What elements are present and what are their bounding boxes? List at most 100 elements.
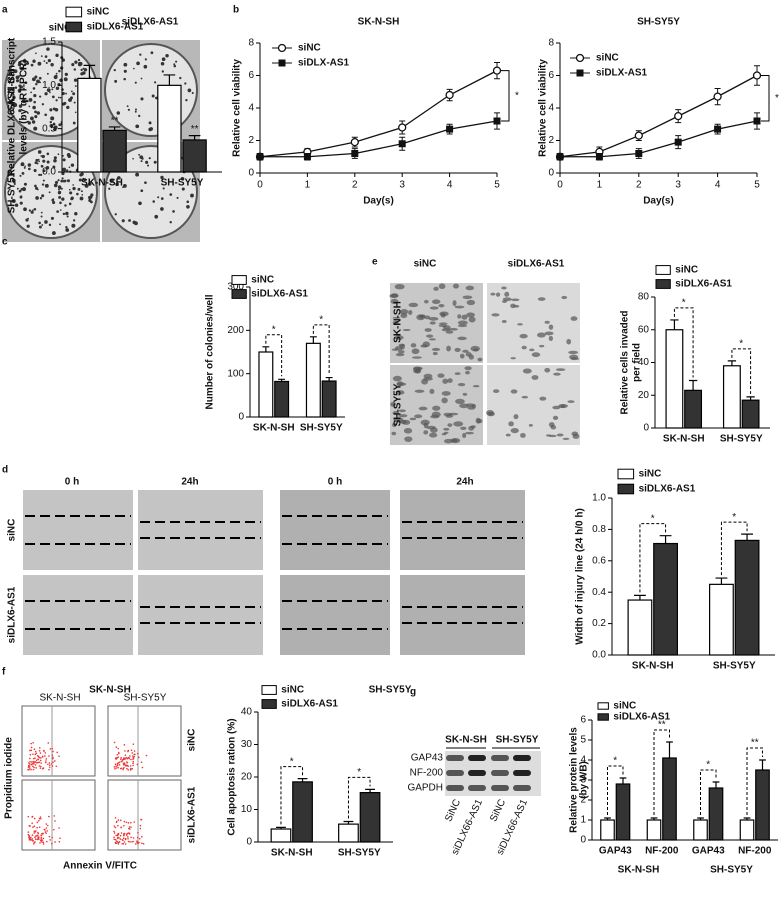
y-axis-label: Cell apoptosis ration (%) (227, 718, 238, 835)
colony (38, 160, 41, 163)
event (113, 838, 115, 841)
cell (391, 431, 397, 436)
colony (55, 53, 59, 57)
bar (600, 819, 615, 841)
bar (615, 783, 631, 841)
event (123, 833, 125, 836)
colony (53, 125, 58, 130)
event (122, 834, 125, 837)
x-tick-label: SH-SY5Y (720, 434, 763, 445)
event (120, 832, 123, 834)
cell (501, 286, 507, 290)
colony (114, 213, 117, 216)
colony (191, 92, 194, 95)
band (513, 755, 531, 761)
colony (68, 166, 71, 169)
event (119, 838, 122, 840)
colony (77, 187, 81, 191)
colony (108, 187, 111, 190)
cell (517, 323, 523, 326)
bracket (312, 324, 330, 375)
label: 24h (181, 477, 198, 488)
cell (449, 412, 459, 416)
colony (180, 176, 185, 181)
cell (443, 431, 449, 434)
label: siDLX6-AS1 (122, 17, 179, 28)
colony (121, 219, 125, 223)
colony (18, 61, 22, 65)
event (135, 843, 137, 845)
y-axis-label: Relative protein levels (569, 727, 580, 833)
cell (462, 432, 467, 438)
event (117, 819, 120, 821)
colony (55, 86, 60, 91)
image-background (23, 490, 133, 570)
cell (528, 424, 533, 427)
event (115, 767, 117, 769)
bar (693, 819, 708, 841)
line (559, 74, 758, 158)
legend-label: siDLX-AS1 (596, 68, 648, 79)
event (42, 837, 45, 840)
legend-label: siNC (251, 275, 274, 286)
annotation: * (319, 314, 323, 325)
x-tick-label: 3 (399, 180, 405, 191)
colony (152, 200, 155, 203)
cell (429, 432, 438, 438)
colony (11, 198, 16, 203)
colony (145, 160, 149, 164)
event (123, 762, 126, 764)
event (117, 843, 120, 845)
x-tick-label: 0 (557, 180, 563, 191)
error-bar (278, 378, 286, 382)
event (118, 764, 121, 766)
colony (42, 169, 46, 173)
group-label: SK-N-SH (618, 865, 660, 876)
colony (136, 61, 140, 66)
chart-title: SH-SY5Y (637, 17, 680, 28)
bracket (700, 769, 717, 815)
cell (544, 320, 550, 324)
bar (77, 77, 102, 173)
y-tick-label: 3 (580, 775, 586, 786)
label: siNC (7, 519, 18, 542)
colony (25, 99, 28, 102)
error-bar (741, 533, 753, 541)
colony (117, 176, 121, 180)
event (41, 756, 44, 758)
colony (44, 92, 48, 96)
y-tick-label: 60 (638, 324, 650, 335)
event (130, 836, 132, 839)
label: GAP43 (411, 753, 444, 764)
event (114, 763, 117, 765)
band (491, 770, 509, 776)
y-tick-label: 4 (248, 103, 254, 114)
cell (493, 389, 500, 394)
y-tick-label: 80 (638, 292, 650, 303)
band (513, 785, 531, 791)
image-background (138, 575, 263, 655)
cell (390, 401, 396, 407)
colony (134, 110, 137, 113)
bar (321, 380, 337, 418)
colony (38, 225, 42, 229)
colony (78, 178, 82, 182)
cell (529, 348, 535, 352)
bar (338, 823, 359, 843)
error-bar (276, 826, 286, 829)
plot-frame (107, 705, 182, 777)
colony (44, 113, 47, 117)
cell (431, 299, 441, 305)
event (123, 757, 125, 759)
label: SiNC (488, 798, 508, 824)
colony (46, 72, 49, 75)
event (116, 820, 118, 823)
colony (162, 187, 165, 190)
cell (446, 345, 451, 352)
event (136, 840, 138, 842)
event (30, 761, 33, 763)
event (34, 757, 36, 759)
cell (441, 391, 451, 396)
chart-title: SK-N-SH (358, 17, 400, 28)
colony (122, 186, 124, 189)
